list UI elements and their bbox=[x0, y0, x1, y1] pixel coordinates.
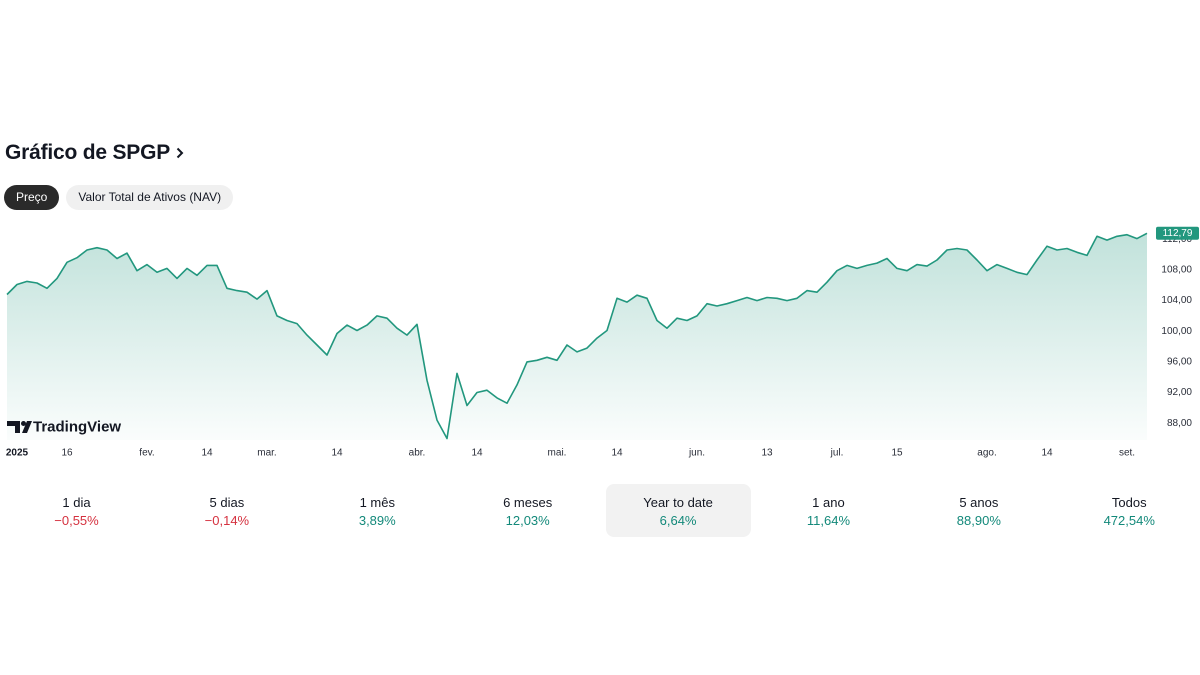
x-tick-label: fev. bbox=[139, 448, 154, 459]
x-tick-label: mar. bbox=[257, 448, 276, 459]
x-tick-label: 2025 bbox=[6, 448, 29, 459]
x-tick-label: 13 bbox=[761, 448, 773, 459]
watermark-text: TradingView bbox=[33, 418, 121, 435]
x-tick-label: jul. bbox=[830, 448, 844, 459]
x-tick-label: 14 bbox=[331, 448, 343, 459]
tab[interactable]: Valor Total de Ativos (NAV) bbox=[66, 185, 234, 210]
period-label: 5 anos bbox=[959, 495, 999, 510]
x-tick-label: 14 bbox=[201, 448, 213, 459]
period-label: 1 mês bbox=[359, 495, 395, 510]
period-label: Todos bbox=[1111, 495, 1147, 510]
period-change: −0,55% bbox=[54, 513, 99, 528]
periods: 1 dia −0,55% 5 dias −0,14% 1 mês 3,89% 6 meses… bbox=[4, 484, 1200, 537]
period-change: 6,64% bbox=[659, 513, 697, 528]
period-change: 12,03% bbox=[505, 513, 550, 528]
y-tick-label: 88,00 bbox=[1167, 418, 1192, 429]
period-label: Year to date bbox=[643, 495, 713, 510]
y-tick-label: 100,00 bbox=[1161, 326, 1192, 337]
period-change: 472,54% bbox=[1103, 513, 1155, 528]
period-label: 6 meses bbox=[503, 495, 553, 510]
y-tick-label: 96,00 bbox=[1167, 357, 1192, 368]
period-change: −0,14% bbox=[204, 513, 250, 528]
y-tick-label: 104,00 bbox=[1161, 295, 1192, 306]
logo-mark bbox=[7, 421, 20, 433]
line bbox=[6, 232, 1148, 440]
x-tick-label: abr. bbox=[409, 448, 426, 459]
tab[interactable]: Preço bbox=[4, 185, 60, 210]
period-label: 1 dia bbox=[62, 495, 91, 510]
x-tick-label: jun. bbox=[688, 448, 705, 459]
period[interactable]: 1 dia −0,55% bbox=[4, 484, 149, 537]
period[interactable]: Todos 472,54% bbox=[1057, 484, 1200, 537]
period-change: 88,90% bbox=[956, 513, 1001, 528]
logo-slash bbox=[22, 421, 32, 433]
period[interactable]: Year to date 6,64% bbox=[605, 484, 751, 537]
title: Gráfico de SPGP bbox=[5, 141, 171, 164]
x-tick-label: 14 bbox=[611, 448, 623, 459]
period-change: 3,89% bbox=[358, 513, 396, 528]
x-tick-label: 16 bbox=[61, 448, 73, 459]
period[interactable]: 5 dias −0,14% bbox=[154, 484, 299, 537]
period[interactable]: 5 anos 88,90% bbox=[906, 484, 1051, 537]
area bbox=[7, 233, 1147, 440]
x-tick-label: 14 bbox=[1041, 448, 1053, 459]
period[interactable]: 1 ano 11,64% bbox=[756, 484, 901, 537]
price-tag-bg bbox=[1156, 226, 1199, 240]
price-tag-label: 112,79 bbox=[1163, 228, 1193, 239]
period-label: 5 dias bbox=[209, 495, 245, 510]
chevron bbox=[176, 147, 184, 159]
chart: 88,0092,0096,00100,00104,00108,00112,002… bbox=[6, 226, 1199, 459]
y-tick-label: 108,00 bbox=[1161, 265, 1192, 276]
period[interactable]: 6 meses 12,03% bbox=[455, 484, 600, 537]
period-change: 11,64% bbox=[806, 513, 851, 528]
logo-dot bbox=[21, 421, 26, 426]
x-tick-label: mai. bbox=[548, 448, 567, 459]
x-tick-label: 15 bbox=[891, 448, 903, 459]
x-tick-label: ago. bbox=[977, 448, 996, 459]
period-label: 1 ano bbox=[812, 495, 845, 510]
chart-header[interactable]: Gráfico de SPGP bbox=[5, 141, 184, 165]
tabs: Preço Valor Total de Ativos (NAV) bbox=[4, 185, 234, 210]
y-tick-label: 92,00 bbox=[1167, 387, 1192, 398]
price-tag: 112,79 bbox=[1156, 226, 1199, 240]
period[interactable]: 1 mês 3,89% bbox=[305, 484, 450, 537]
watermark[interactable]: TradingView bbox=[7, 418, 121, 435]
x-tick-label: set. bbox=[1119, 448, 1135, 459]
x-tick-label: 14 bbox=[471, 448, 483, 459]
